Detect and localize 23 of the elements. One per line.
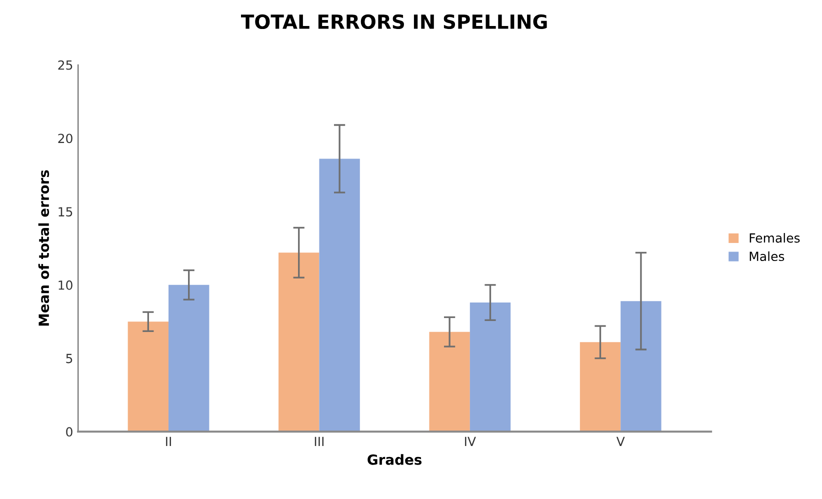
y-tick-label: 0 [66, 427, 72, 437]
y-tick-label: 15 [58, 207, 72, 217]
legend-label: Females [750, 233, 800, 243]
bar [470, 302, 511, 432]
y-tick-label: 20 [58, 134, 72, 144]
legend-label: Males [750, 251, 784, 262]
bar [620, 301, 662, 432]
bar [278, 252, 320, 432]
y-tick-label: 25 [58, 60, 72, 70]
bar [580, 342, 621, 432]
bar [168, 284, 210, 432]
y-tick-label: 10 [58, 280, 72, 290]
bar [319, 158, 360, 432]
bar [429, 332, 470, 432]
x-tick-label: III [314, 436, 324, 446]
y-axis-title: Mean of total errors [38, 170, 50, 326]
chart-title: TOTAL ERRORS IN SPELLING [240, 14, 547, 30]
bar [128, 322, 169, 432]
y-tick-label: 5 [66, 354, 72, 364]
x-axis-title: Grades [368, 454, 422, 465]
x-tick-label: V [616, 436, 625, 446]
x-tick-label: IV [465, 436, 476, 446]
x-tick-label: II [166, 436, 171, 446]
